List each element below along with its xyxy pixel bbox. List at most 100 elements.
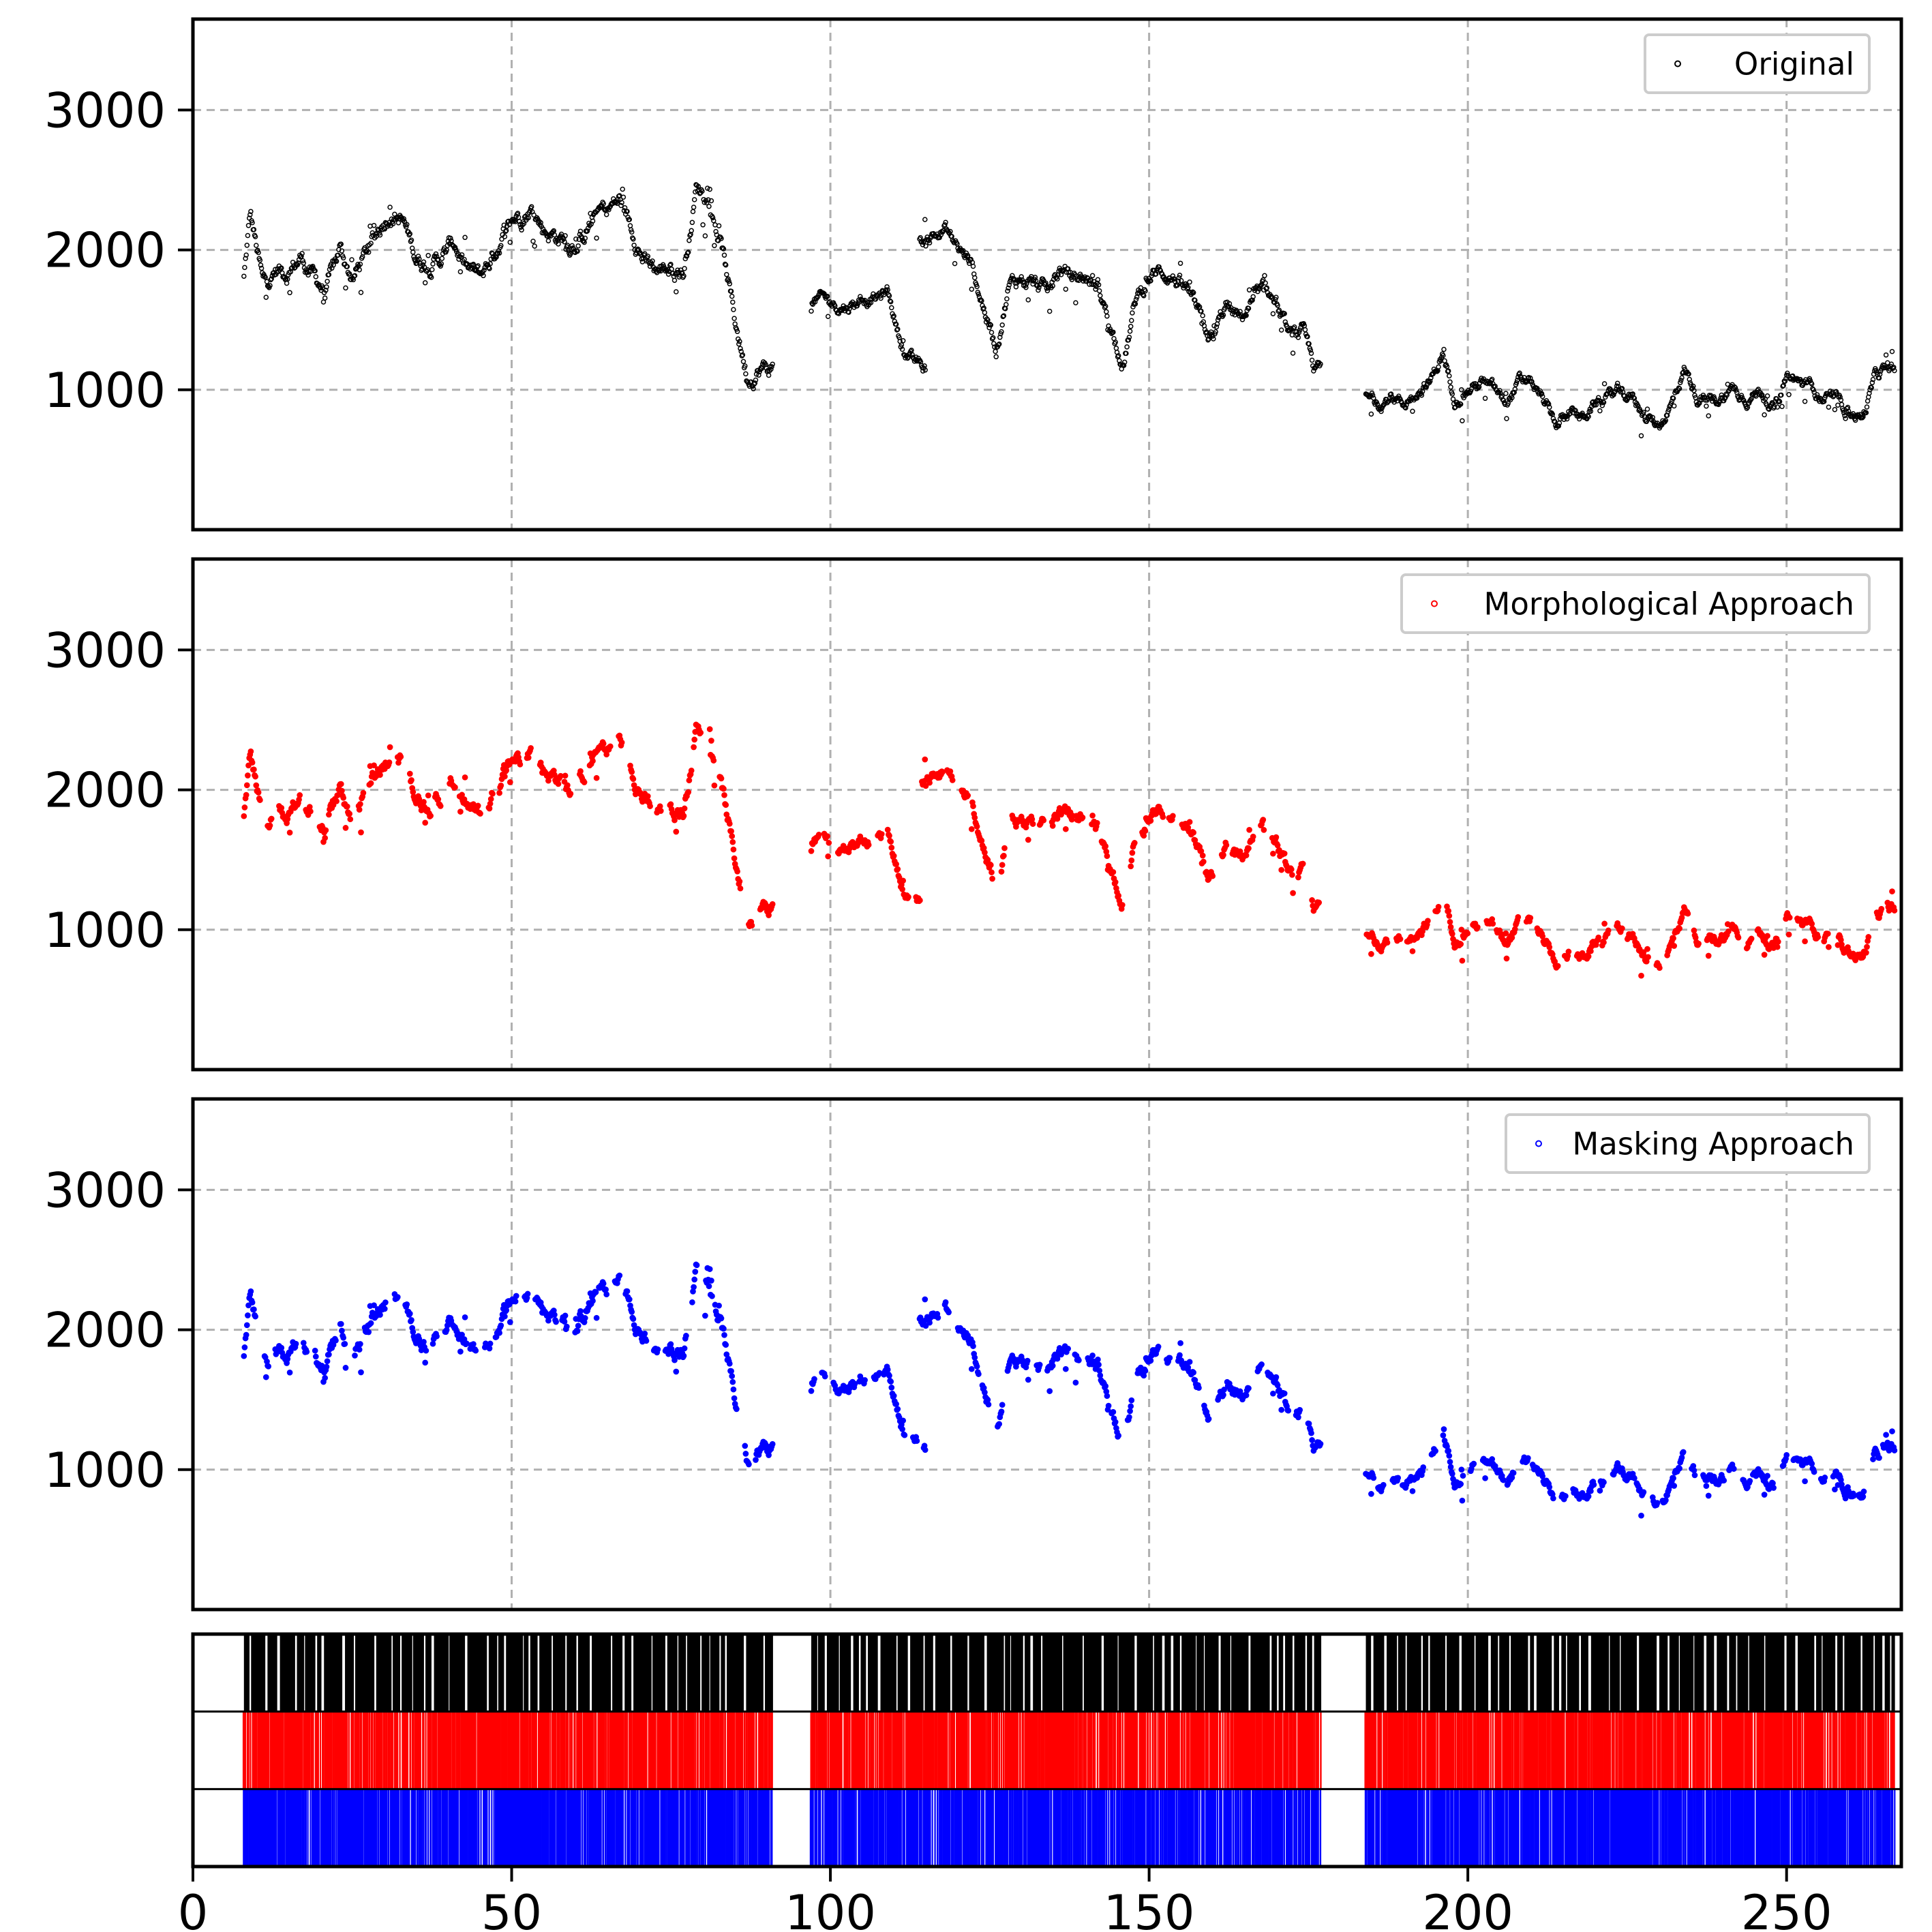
data-point <box>1447 924 1454 931</box>
data-point <box>1545 401 1552 407</box>
data-point <box>507 239 513 245</box>
data-point <box>1104 313 1110 319</box>
data-point <box>751 386 756 391</box>
data-point <box>470 261 477 267</box>
data-point <box>573 236 579 242</box>
data-point <box>1691 927 1697 934</box>
data-point <box>1448 384 1453 390</box>
data-point <box>322 295 328 301</box>
data-point <box>1691 1467 1697 1474</box>
data-point <box>268 815 275 822</box>
data-point <box>716 1302 722 1309</box>
data-point <box>1297 1406 1303 1413</box>
data-point <box>1302 327 1308 333</box>
data-point <box>753 1457 759 1463</box>
data-point <box>322 1374 329 1381</box>
data-point <box>693 189 698 195</box>
data-point <box>438 263 443 269</box>
data-point <box>1595 934 1602 941</box>
data-point <box>627 217 633 222</box>
data-point <box>601 201 606 207</box>
legend-masking[interactable]: Masking Approach <box>1505 1113 1871 1174</box>
data-point <box>1112 1419 1119 1425</box>
data-point <box>1550 1495 1556 1502</box>
data-point <box>326 811 332 818</box>
data-point <box>1645 954 1651 961</box>
data-point <box>1822 1475 1828 1481</box>
data-point <box>594 235 599 241</box>
data-point <box>1190 829 1197 836</box>
data-point <box>1370 393 1376 398</box>
data-point <box>985 1401 992 1408</box>
data-point <box>1539 393 1545 399</box>
data-point <box>971 1355 978 1361</box>
data-point <box>1123 350 1129 357</box>
data-point <box>1774 944 1781 950</box>
data-point <box>942 1299 949 1305</box>
data-point <box>742 1443 749 1449</box>
data-point <box>352 273 358 279</box>
y-tick-label: 1000 <box>44 363 166 419</box>
data-point <box>1565 948 1572 955</box>
data-point <box>1128 324 1134 329</box>
data-point <box>1435 903 1442 910</box>
data-point <box>349 257 354 262</box>
data-point <box>699 188 705 194</box>
data-point <box>1127 1408 1133 1415</box>
data-point <box>590 757 596 764</box>
data-point <box>988 869 995 875</box>
data-point <box>1006 285 1011 291</box>
data-point <box>1876 1455 1882 1461</box>
data-point <box>654 1346 661 1353</box>
data-point <box>251 766 257 773</box>
data-point <box>243 1322 250 1329</box>
data-point <box>1062 826 1069 832</box>
data-point <box>692 1269 699 1275</box>
data-point <box>989 875 995 882</box>
data-point <box>371 222 377 228</box>
data-point <box>888 1385 895 1391</box>
data-point <box>1104 1393 1111 1400</box>
data-point <box>668 261 674 267</box>
data-point <box>1529 378 1535 384</box>
data-point <box>893 321 899 327</box>
legend-original[interactable]: Original <box>1644 33 1871 94</box>
data-point <box>682 266 687 271</box>
data-point <box>470 262 476 268</box>
data-point <box>247 748 254 755</box>
data-point <box>486 1345 493 1352</box>
data-point <box>1762 412 1767 418</box>
data-point <box>970 803 976 809</box>
data-point <box>287 290 292 296</box>
data-point <box>553 1318 559 1325</box>
data-point <box>507 1319 513 1325</box>
data-point <box>333 798 339 804</box>
data-point <box>292 1340 299 1347</box>
legend-morphological[interactable]: Morphological Approach <box>1400 573 1871 634</box>
data-point <box>731 1395 738 1402</box>
data-point <box>253 782 260 789</box>
data-point <box>1177 1352 1183 1359</box>
data-point <box>719 236 724 241</box>
data-point <box>1679 375 1685 380</box>
data-point <box>707 186 712 192</box>
data-point <box>1864 404 1870 410</box>
data-point <box>486 805 493 812</box>
data-point <box>425 792 432 799</box>
data-point <box>809 308 814 314</box>
data-point <box>1153 271 1159 277</box>
data-point <box>691 1284 697 1290</box>
data-point <box>1262 273 1267 279</box>
data-point <box>1001 313 1007 318</box>
data-point <box>710 215 716 221</box>
data-point <box>743 371 749 377</box>
data-point <box>528 744 534 751</box>
data-point <box>1270 850 1276 857</box>
data-point <box>1001 852 1007 859</box>
data-point <box>1504 416 1509 421</box>
data-point <box>1270 1390 1276 1397</box>
data-point <box>1644 406 1650 412</box>
data-point <box>360 789 367 796</box>
data-point <box>1141 293 1147 299</box>
data-point <box>1036 1361 1043 1368</box>
